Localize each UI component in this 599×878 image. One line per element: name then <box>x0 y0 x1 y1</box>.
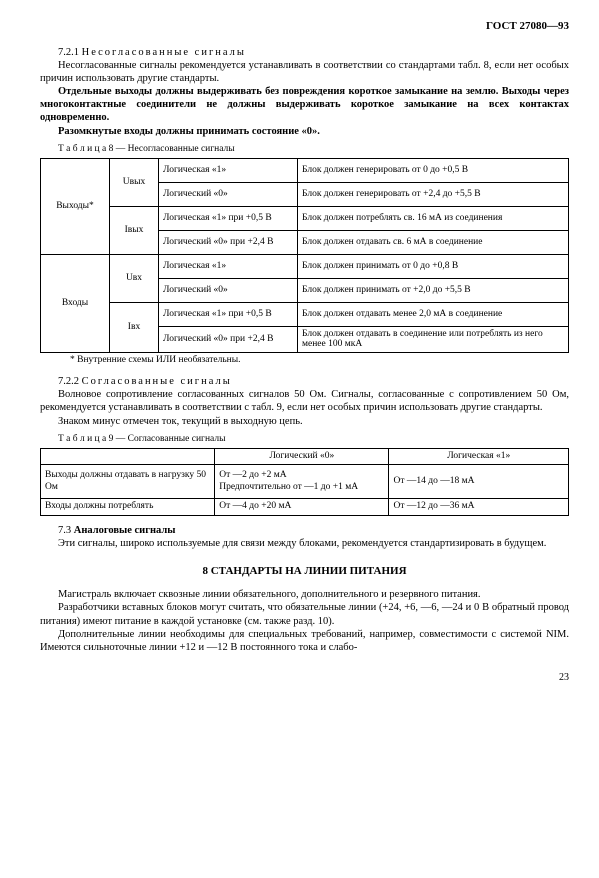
t9-r2c3: От —12 до —36 мА <box>389 499 569 516</box>
sec-title: Несогласованные сигналы <box>82 47 246 58</box>
table8-note: * Внутренние схемы ИЛИ необязательны. <box>70 355 569 367</box>
t8-uin: Uвх <box>110 254 159 302</box>
p-8-2: Разработчики вставных блоков могут счита… <box>40 601 569 627</box>
t8-outputs: Выходы* <box>41 158 110 254</box>
t9-r1c3: От —14 до —18 мА <box>389 465 569 499</box>
t8-cell: Блок должен отдавать в соединение или по… <box>298 326 569 353</box>
p-722-2: Знаком минус отмечен ток, текущий в выхо… <box>40 415 569 428</box>
table-8: Выходы* Uвых Логическая «1» Блок должен … <box>40 158 569 354</box>
t9-h3: Логическая «1» <box>389 448 569 465</box>
t9-h2: Логический «0» <box>215 448 389 465</box>
p-721-3: Разомкнутые входы должны принимать состо… <box>40 125 569 138</box>
sec-num: 7.2.1 <box>58 47 79 58</box>
t8-inputs: Входы <box>41 254 110 353</box>
p-8-1: Магистраль включает сквозные линии обяза… <box>40 588 569 601</box>
t8-uout: Uвых <box>110 158 159 206</box>
sec-num: 7.2.2 <box>58 376 79 387</box>
doc-header: ГОСТ 27080—93 <box>40 20 569 34</box>
sec-7-2-1-head: 7.2.1 Несогласованные сигналы <box>40 46 569 59</box>
t8-cell: Логический «0» при +2,4 В <box>159 326 298 353</box>
p-721-1: Несогласованные сигналы рекомендуется ус… <box>40 59 569 85</box>
t8-cell: Логическая «1» при +0,5 В <box>159 302 298 326</box>
sec-title: Согласованные сигналы <box>82 376 232 387</box>
table8-caption: Т а б л и ц а 8 — Несогласованные сигнал… <box>58 144 569 156</box>
t8-cell: Блок должен генерировать от +2,4 до +5,5… <box>298 182 569 206</box>
t8-cell: Логическая «1» <box>159 158 298 182</box>
t9-r1c2: От —2 до +2 мА Предпочтительно от —1 до … <box>215 465 389 499</box>
t8-cell: Логическая «1» при +0,5 В <box>159 206 298 230</box>
t8-cell: Блок должен отдавать св. 6 мА в соединен… <box>298 230 569 254</box>
sec-7-3-head: 7.3 Аналоговые сигналы <box>40 524 569 537</box>
page-content: ГОСТ 27080—93 7.2.1 Несогласованные сигн… <box>0 0 599 694</box>
t9-r2c2: От —4 до +20 мА <box>215 499 389 516</box>
t8-cell: Логический «0» <box>159 278 298 302</box>
table-9: Логический «0» Логическая «1» Выходы дол… <box>40 448 569 517</box>
t9-r1c1: Выходы должны отдавать в нагрузку 50 Ом <box>41 465 215 499</box>
p-73-1: Эти сигналы, широко используемые для свя… <box>40 537 569 550</box>
sec-title: Аналоговые сигналы <box>74 525 176 536</box>
t9-r2c1: Входы должны потреблять <box>41 499 215 516</box>
section-8-head: 8 СТАНДАРТЫ НА ЛИНИИ ПИТАНИЯ <box>40 565 569 579</box>
sec-7-2-2-head: 7.2.2 Согласованные сигналы <box>40 375 569 388</box>
t8-cell: Блок должен потреблять св. 16 мА из соед… <box>298 206 569 230</box>
p-8-3: Дополнительные линии необходимы для спец… <box>40 628 569 654</box>
t8-iin: Iвх <box>110 302 159 353</box>
t8-cell: Блок должен генерировать от 0 до +0,5 В <box>298 158 569 182</box>
sec-num: 7.3 <box>58 525 71 536</box>
t8-cell: Блок должен принимать от +2,0 до +5,5 В <box>298 278 569 302</box>
t8-cell: Блок должен принимать от 0 до +0,8 В <box>298 254 569 278</box>
table9-caption: Т а б л и ц а 9 — Согласованные сигналы <box>58 434 569 446</box>
t8-cell: Логический «0» <box>159 182 298 206</box>
p-722-1: Волновое сопротивление согласованных сиг… <box>40 388 569 414</box>
t8-cell: Блок должен отдавать менее 2,0 мА в соед… <box>298 302 569 326</box>
t8-cell: Логическая «1» <box>159 254 298 278</box>
t8-iout: Iвых <box>110 206 159 254</box>
t8-cell: Логический «0» при +2,4 В <box>159 230 298 254</box>
page-number: 23 <box>40 672 569 685</box>
p-721-2: Отдельные выходы должны выдерживать без … <box>40 85 569 124</box>
